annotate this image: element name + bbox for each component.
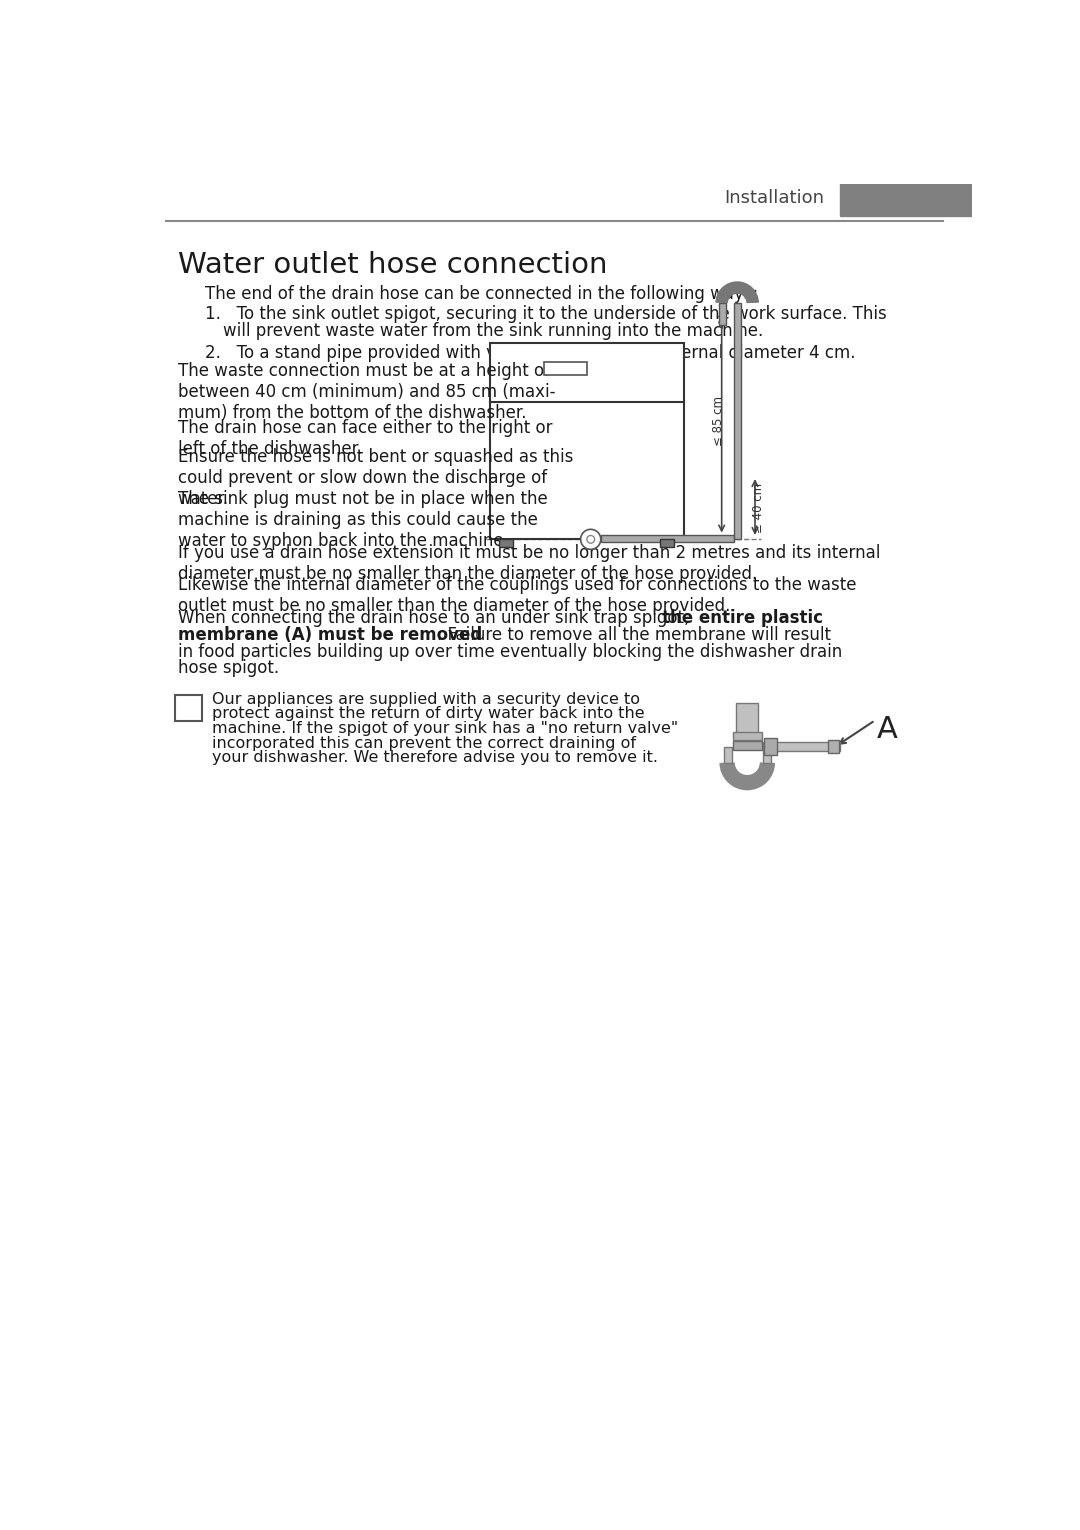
Text: 1.   To the sink outlet spigot, securing it to the underside of the work surface: 1. To the sink outlet spigot, securing i… xyxy=(205,306,887,323)
Text: When connecting the drain hose to an under sink trap spigot,: When connecting the drain hose to an und… xyxy=(177,609,694,627)
Bar xyxy=(724,747,732,762)
Text: If you use a drain hose extension it must be no longer than 2 metres and its int: If you use a drain hose extension it mus… xyxy=(177,545,880,583)
Text: incorporated this can prevent the correct draining of: incorporated this can prevent the correc… xyxy=(213,736,636,751)
Text: membrane (A) must be removed: membrane (A) must be removed xyxy=(177,626,482,644)
Text: The end of the drain hose can be connected in the following ways:: The end of the drain hose can be connect… xyxy=(205,285,758,303)
Text: The waste connection must be at a height of
between 40 cm (minimum) and 85 cm (m: The waste connection must be at a height… xyxy=(177,363,555,422)
Text: Installation: Installation xyxy=(724,190,824,207)
Bar xyxy=(732,741,762,750)
Bar xyxy=(840,184,972,216)
Text: . Failure to remove all the membrane will result: . Failure to remove all the membrane wil… xyxy=(437,626,832,644)
Text: The sink plug must not be in place when the
machine is draining as this could ca: The sink plug must not be in place when … xyxy=(177,490,548,549)
Circle shape xyxy=(581,529,600,549)
Bar xyxy=(734,303,741,540)
Text: Ensure the hose is not bent or squashed as this
could prevent or slow down the d: Ensure the hose is not bent or squashed … xyxy=(177,448,573,508)
Text: hose spigot.: hose spigot. xyxy=(177,659,279,678)
Text: machine. If the spigot of your sink has a "no return valve": machine. If the spigot of your sink has … xyxy=(213,721,678,736)
Bar xyxy=(762,742,840,751)
Bar xyxy=(732,731,762,739)
Circle shape xyxy=(586,536,595,543)
Bar xyxy=(544,361,586,375)
Text: protect against the return of dirty water back into the: protect against the return of dirty wate… xyxy=(213,707,645,722)
Bar xyxy=(719,303,727,324)
Text: The drain hose can face either to the right or
left of the dishwasher.: The drain hose can face either to the ri… xyxy=(177,419,552,457)
Text: 37: 37 xyxy=(893,190,920,208)
Text: will prevent waste water from the sink running into the machine.: will prevent waste water from the sink r… xyxy=(224,323,764,340)
Bar xyxy=(499,540,513,548)
Bar xyxy=(490,343,684,540)
Bar xyxy=(762,748,770,762)
Text: in food particles building up over time eventually blocking the dishwasher drain: in food particles building up over time … xyxy=(177,643,842,661)
Text: A: A xyxy=(876,715,897,744)
Text: 2.   To a stand pipe provided with vent-hole, minimum internal diameter 4 cm.: 2. To a stand pipe provided with vent-ho… xyxy=(205,344,855,361)
Text: the entire plastic: the entire plastic xyxy=(662,609,823,627)
Bar xyxy=(661,540,674,548)
Bar xyxy=(765,737,777,754)
Bar xyxy=(737,704,758,745)
Text: ≤ 85 cm: ≤ 85 cm xyxy=(712,396,725,447)
Bar xyxy=(828,741,839,753)
Text: Water outlet hose connection: Water outlet hose connection xyxy=(177,251,607,278)
Text: Our appliances are supplied with a security device to: Our appliances are supplied with a secur… xyxy=(213,692,640,707)
Text: Likewise the internal diameter of the couplings used for connections to the wast: Likewise the internal diameter of the co… xyxy=(177,577,856,615)
Text: ≥ 40 cm: ≥ 40 cm xyxy=(752,482,765,532)
Bar xyxy=(600,536,734,543)
Text: your dishwasher. We therefore advise you to remove it.: your dishwasher. We therefore advise you… xyxy=(213,750,659,765)
Bar xyxy=(175,695,202,721)
Text: i: i xyxy=(186,699,191,718)
